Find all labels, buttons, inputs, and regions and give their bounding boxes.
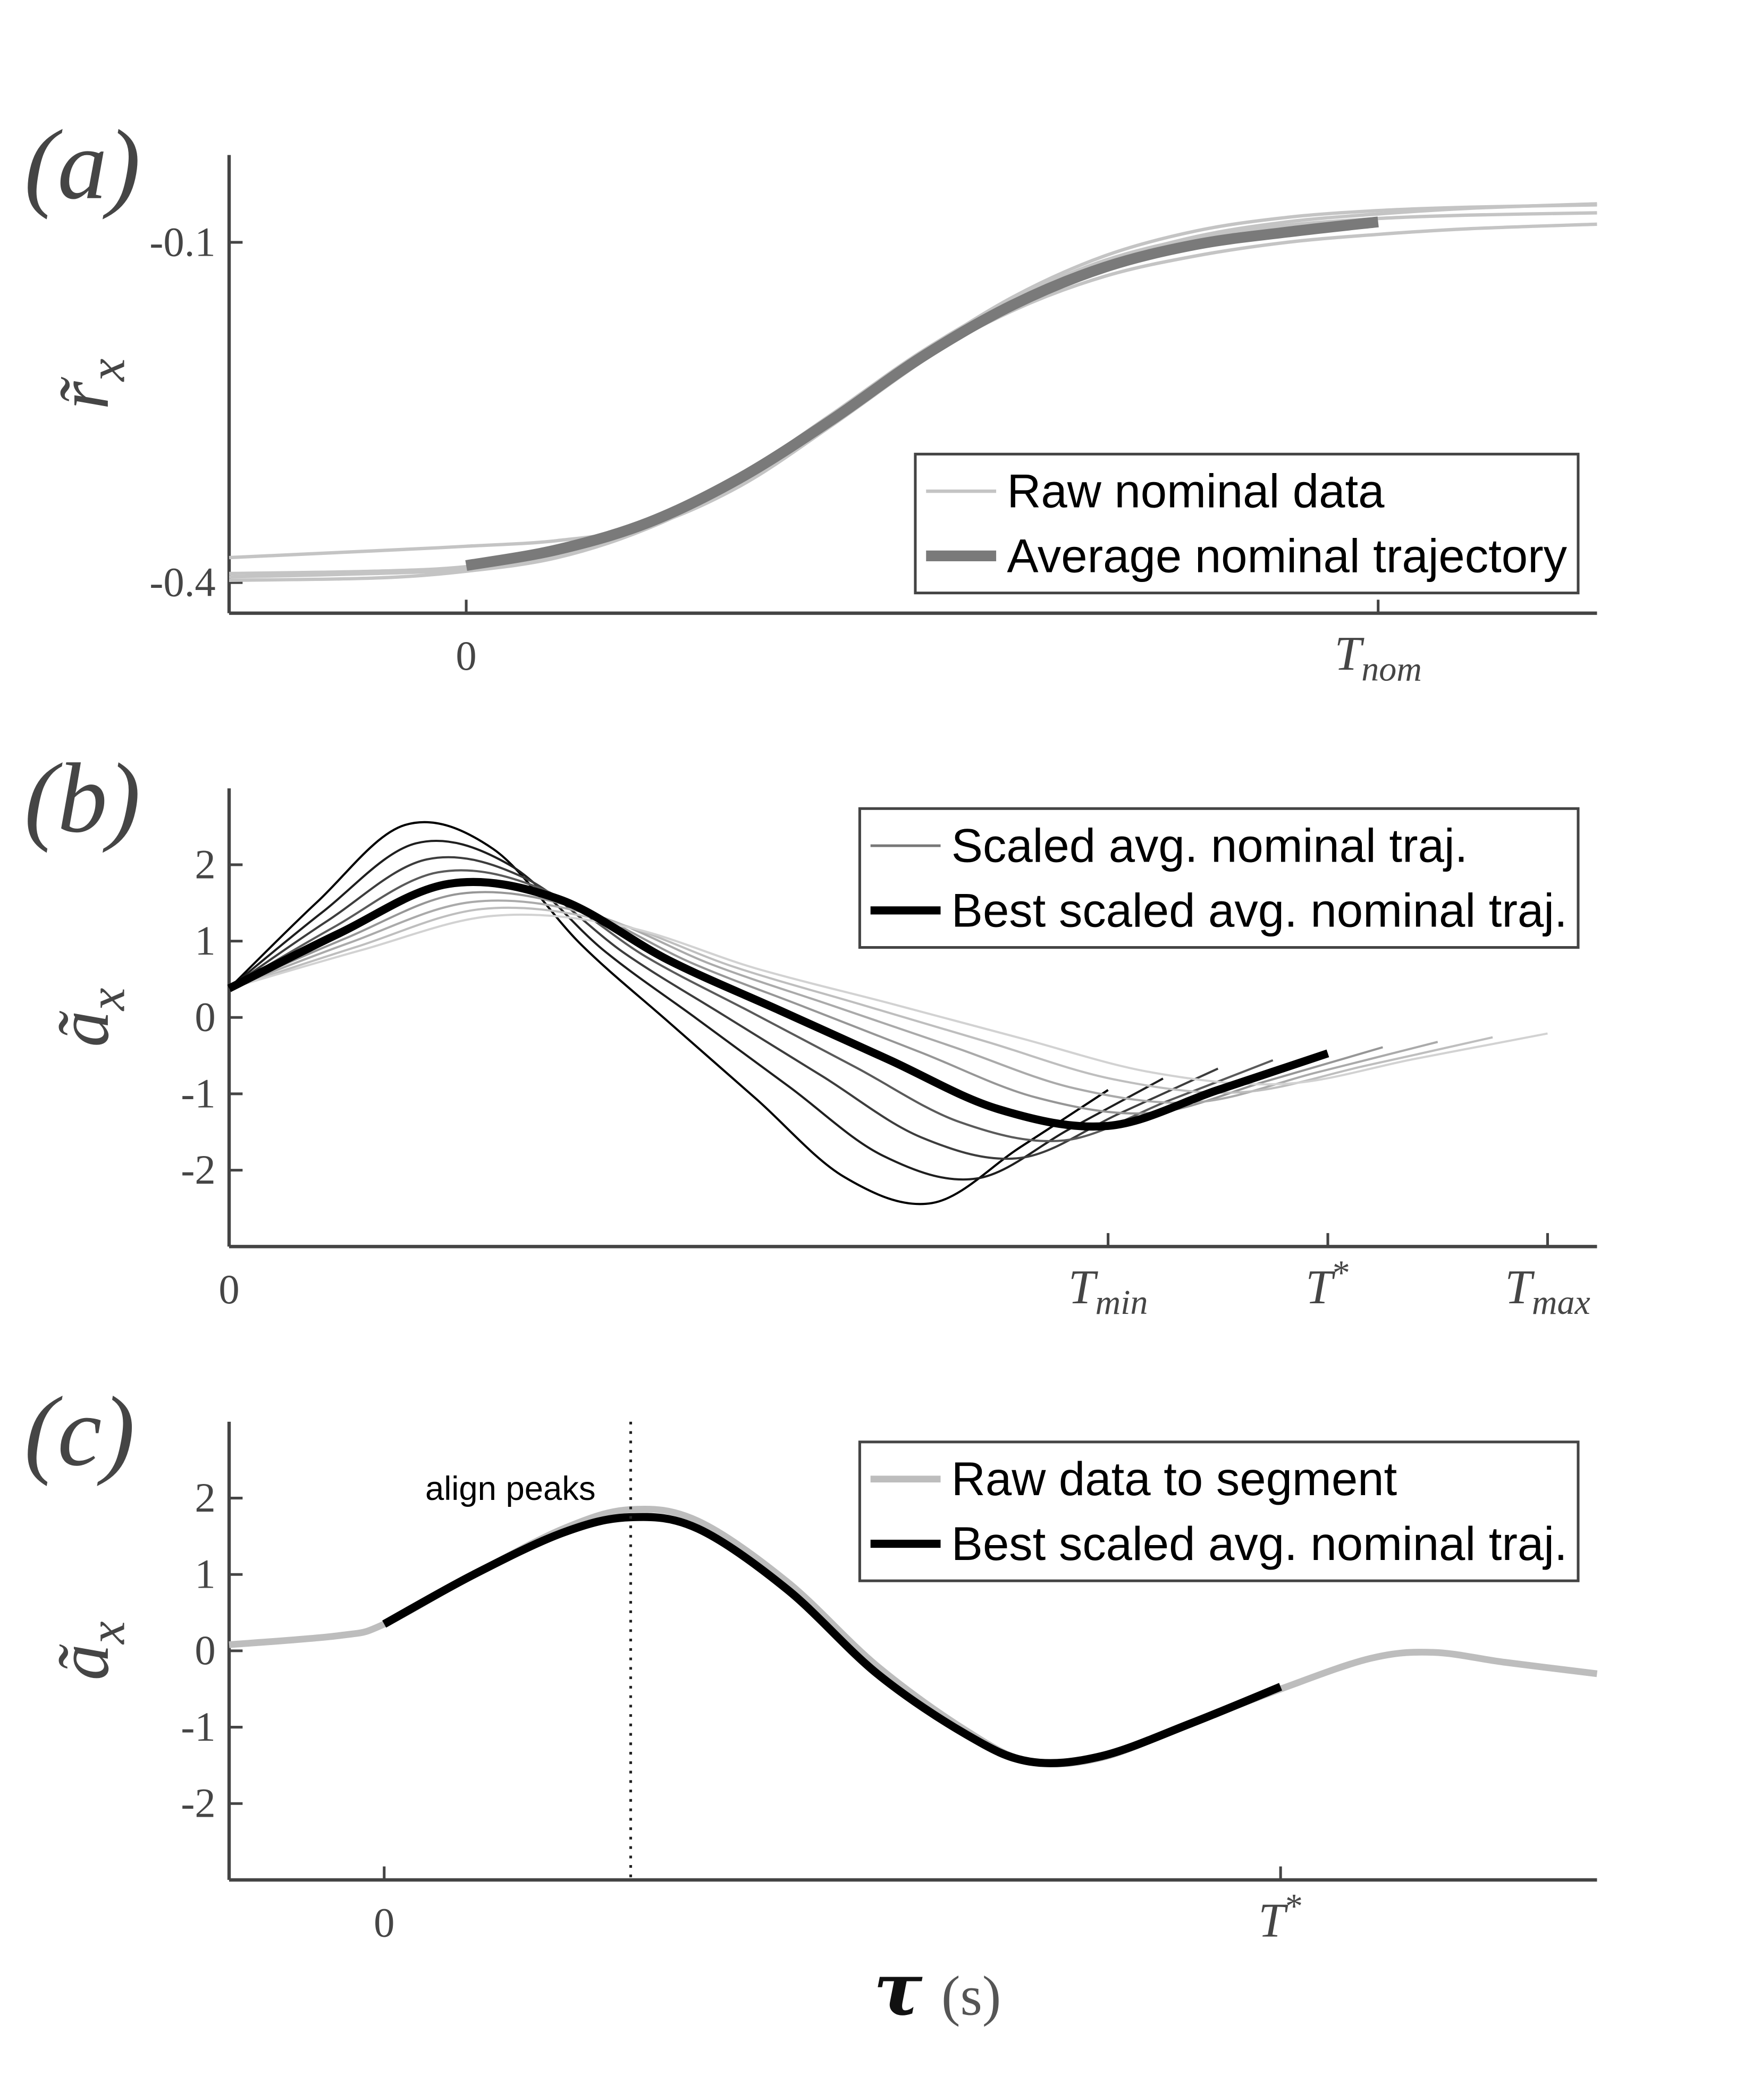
y-axis-label-subscript: x	[78, 988, 135, 1011]
x-tick-label: T*	[1258, 1887, 1303, 1947]
series-line	[229, 899, 1438, 1104]
annotation-text: align peaks	[425, 1470, 596, 1507]
legend-frame	[858, 1440, 1580, 1582]
x-tick-label: Tnom	[1335, 627, 1422, 688]
x-tick-label: Tmax	[1505, 1260, 1590, 1322]
y-tick-label: 1	[195, 1551, 215, 1597]
x-tick-label-text: T	[1258, 1893, 1288, 1947]
y-axis-label-subscript: x	[78, 1621, 135, 1645]
series-line	[228, 869, 1274, 1143]
y-tick-label: -0.1	[149, 218, 215, 265]
y-axis-label: ãx	[43, 1621, 135, 1680]
x-tick-label-subscript: max	[1532, 1283, 1590, 1322]
panel-label: (c)	[24, 1376, 135, 1487]
panel-label: (a)	[24, 109, 141, 220]
legend-label: Raw nominal data	[1007, 465, 1385, 518]
y-tick-label: -2	[181, 1146, 215, 1193]
x-axis-label-symbol: τ	[873, 1946, 923, 2032]
y-axis-label-text: r̃	[43, 376, 124, 410]
legend: Scaled avg. nominal traj. Best scaled avg…	[858, 807, 1580, 949]
series-line	[229, 891, 1383, 1115]
x-tick-label-text: T	[1505, 1260, 1535, 1314]
series-line	[229, 913, 1548, 1086]
x-tick-label-text: T	[1305, 1260, 1336, 1314]
y-tick-label: -2	[181, 1780, 215, 1826]
y-axis-label: r̃x	[43, 358, 135, 409]
series-line	[227, 878, 1329, 1131]
y-tick-label: -0.4	[149, 559, 215, 605]
y-tick-label: 1	[195, 917, 215, 964]
y-tick-label: 0	[195, 994, 215, 1040]
series-line	[228, 839, 1164, 1181]
x-tick-label: 0	[456, 632, 476, 679]
legend-label: Average nominal trajectory	[1007, 529, 1567, 582]
legend-label: Best scaled avg. nominal traj.	[951, 1517, 1568, 1570]
panel: (a) r̃x -0.1 -0.4 0 Tnom Raw nominal data Avera…	[24, 109, 1597, 688]
y-axis-label-subscript: x	[78, 358, 135, 382]
y-tick-label: 2	[195, 841, 215, 887]
y-tick-label: 2	[195, 1474, 215, 1521]
series-line	[382, 1513, 1283, 1767]
legend-label: Raw data to segment	[951, 1453, 1397, 1505]
legend: Raw data to segment Best scaled avg. nomi…	[858, 1440, 1580, 1582]
x-tick-label-superscript: *	[1333, 1253, 1350, 1292]
y-axis-label: ãx	[43, 988, 135, 1047]
x-axis-label: τ (s)	[873, 1946, 1001, 2032]
legend-frame	[914, 452, 1580, 595]
x-tick-label: 0	[374, 1899, 394, 1945]
x-tick-label: Tmin	[1068, 1260, 1148, 1322]
x-tick-label-subscript: nom	[1361, 650, 1422, 688]
x-axis-label-unit: (s)	[941, 1964, 1001, 2027]
panel: (c) ãx -2 -1 0 1 2 0 T* align peaks τ (s) Raw data …	[24, 1376, 1598, 2032]
legend-frame	[858, 807, 1580, 949]
y-tick-label: -1	[181, 1070, 215, 1116]
series-line	[229, 906, 1493, 1094]
x-tick-label-text: T	[1335, 627, 1365, 680]
legend-label: Best scaled avg. nominal traj.	[951, 884, 1568, 937]
y-axis-label-text: ã	[43, 1010, 124, 1047]
y-tick-label: -1	[181, 1703, 215, 1750]
series-line	[228, 856, 1219, 1160]
x-tick-label: T*	[1305, 1253, 1350, 1313]
legend-label: Scaled avg. nominal traj.	[951, 820, 1468, 872]
x-tick-label: 0	[218, 1266, 239, 1312]
series-line	[228, 821, 1109, 1205]
panel-label: (b)	[24, 743, 141, 853]
x-tick-label-subscript: min	[1096, 1283, 1148, 1322]
y-tick-label: 0	[195, 1627, 215, 1673]
series-line	[465, 216, 1379, 571]
legend: Raw nominal data Average nominal trajecto…	[914, 452, 1580, 595]
y-axis-label-text: ã	[43, 1644, 124, 1681]
x-tick-label-text: T	[1068, 1260, 1099, 1314]
x-tick-label-superscript: *	[1285, 1887, 1303, 1926]
